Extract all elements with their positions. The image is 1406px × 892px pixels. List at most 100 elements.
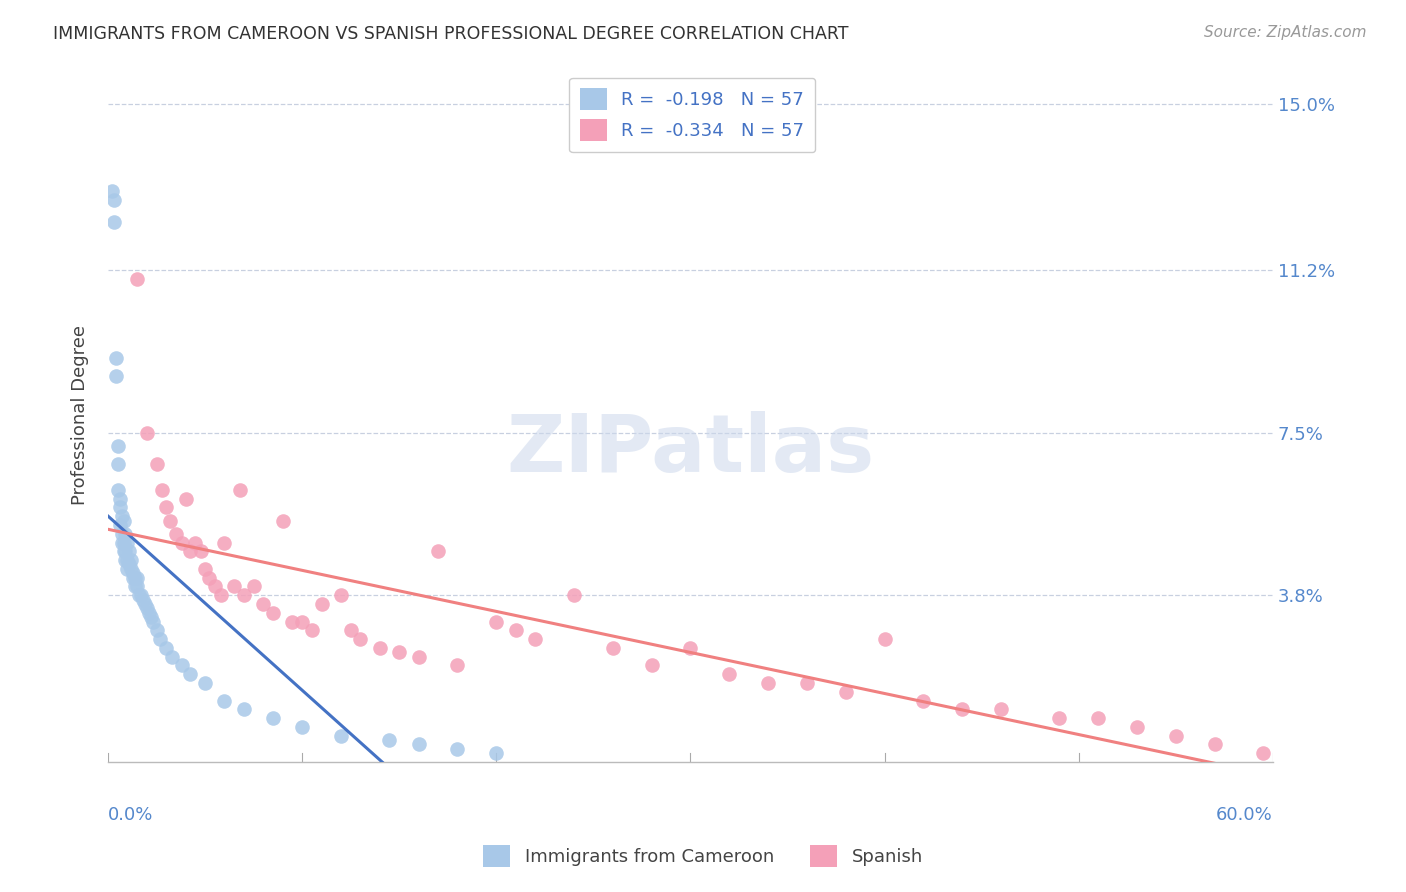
Point — [122, 571, 145, 585]
Point — [990, 702, 1012, 716]
Point — [640, 658, 662, 673]
Point — [232, 588, 254, 602]
Point — [311, 597, 333, 611]
Point — [124, 571, 146, 585]
Point — [108, 500, 131, 515]
Point — [224, 579, 246, 593]
Point — [329, 588, 352, 602]
Point — [271, 514, 294, 528]
Point — [1087, 711, 1109, 725]
Point — [291, 615, 314, 629]
Point — [139, 610, 162, 624]
Point — [149, 632, 172, 646]
Point — [179, 544, 201, 558]
Point — [117, 562, 139, 576]
Point — [127, 571, 149, 585]
Point — [190, 544, 212, 558]
Point — [122, 566, 145, 581]
Y-axis label: Professional Degree: Professional Degree — [72, 326, 89, 505]
Point — [485, 746, 508, 760]
Point — [104, 368, 127, 383]
Point — [107, 439, 129, 453]
Point — [301, 624, 323, 638]
Point — [107, 483, 129, 497]
Point — [118, 544, 141, 558]
Point — [150, 483, 173, 497]
Point — [329, 729, 352, 743]
Point — [108, 491, 131, 506]
Point — [107, 457, 129, 471]
Point — [368, 640, 391, 655]
Point — [179, 667, 201, 681]
Point — [108, 518, 131, 533]
Point — [117, 535, 139, 549]
Point — [138, 606, 160, 620]
Point — [101, 185, 124, 199]
Point — [135, 425, 157, 440]
Point — [505, 624, 527, 638]
Point — [120, 553, 142, 567]
Point — [198, 571, 221, 585]
Point — [103, 193, 125, 207]
Point — [104, 351, 127, 366]
Point — [339, 624, 361, 638]
Point — [145, 624, 167, 638]
Text: Source: ZipAtlas.com: Source: ZipAtlas.com — [1204, 25, 1367, 40]
Point — [132, 592, 155, 607]
Point — [446, 658, 468, 673]
Point — [232, 702, 254, 716]
Point — [834, 685, 856, 699]
Point — [408, 738, 430, 752]
Point — [718, 667, 741, 681]
Point — [446, 742, 468, 756]
Point — [194, 676, 217, 690]
Point — [214, 693, 236, 707]
Point — [262, 606, 284, 620]
Point — [129, 588, 152, 602]
Point — [229, 483, 252, 497]
Legend: Immigrants from Cameroon, Spanish: Immigrants from Cameroon, Spanish — [477, 838, 929, 874]
Point — [155, 640, 177, 655]
Point — [291, 720, 314, 734]
Point — [127, 272, 149, 286]
Point — [114, 526, 136, 541]
Point — [756, 676, 779, 690]
Point — [114, 553, 136, 567]
Point — [160, 649, 183, 664]
Point — [112, 544, 135, 558]
Point — [388, 645, 411, 659]
Point — [110, 526, 132, 541]
Point — [155, 500, 177, 515]
Point — [170, 658, 193, 673]
Point — [562, 588, 585, 602]
Point — [127, 579, 149, 593]
Point — [118, 558, 141, 572]
Point — [103, 215, 125, 229]
Point — [679, 640, 702, 655]
Point — [174, 491, 197, 506]
Point — [912, 693, 935, 707]
Point — [134, 597, 156, 611]
Point — [165, 526, 187, 541]
Point — [281, 615, 304, 629]
Point — [1251, 746, 1274, 760]
Point — [170, 535, 193, 549]
Point — [114, 544, 136, 558]
Text: 60.0%: 60.0% — [1216, 805, 1272, 824]
Point — [252, 597, 274, 611]
Point — [110, 509, 132, 524]
Point — [378, 733, 401, 747]
Point — [1204, 738, 1226, 752]
Point — [159, 514, 181, 528]
Point — [1047, 711, 1070, 725]
Point — [796, 676, 818, 690]
Point — [124, 579, 146, 593]
Point — [1126, 720, 1149, 734]
Point — [128, 588, 150, 602]
Text: IMMIGRANTS FROM CAMEROON VS SPANISH PROFESSIONAL DEGREE CORRELATION CHART: IMMIGRANTS FROM CAMEROON VS SPANISH PROF… — [53, 25, 849, 43]
Point — [142, 615, 165, 629]
Point — [120, 562, 142, 576]
Point — [524, 632, 547, 646]
Point — [427, 544, 450, 558]
Point — [242, 579, 264, 593]
